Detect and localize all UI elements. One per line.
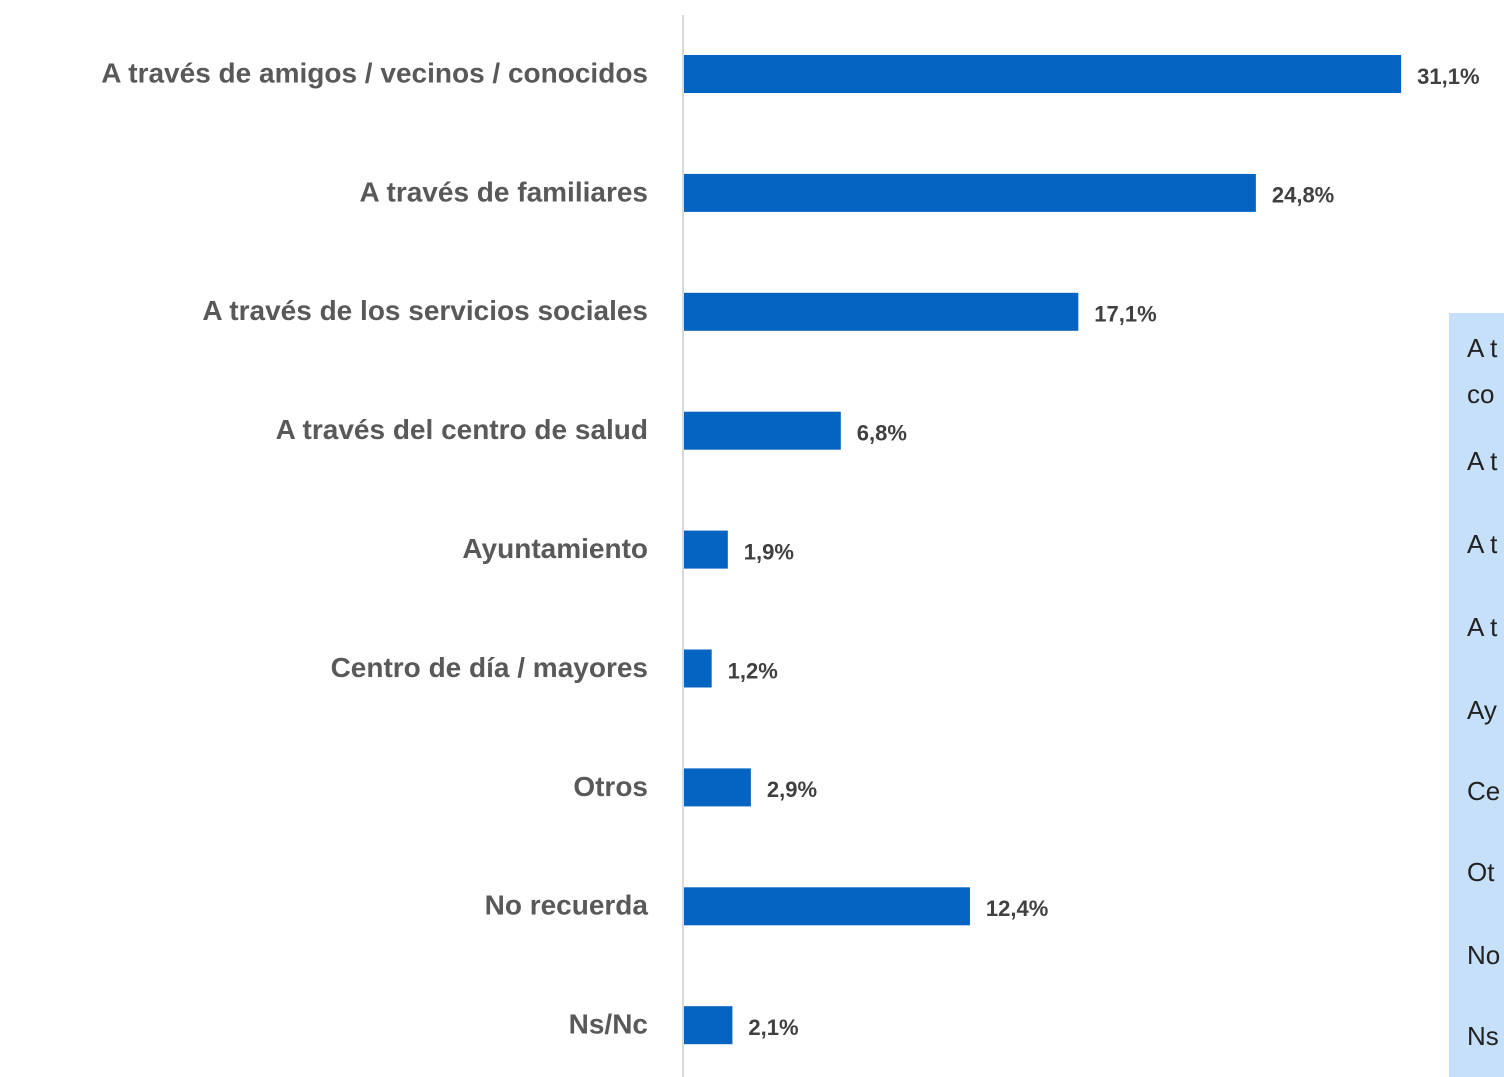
value-label: 1,2% [728, 658, 778, 683]
category-label: Ayuntamiento [462, 533, 648, 564]
category-label: A través del centro de salud [276, 414, 648, 445]
panel-text: Ot [1467, 857, 1495, 887]
value-label: 24,8% [1272, 183, 1334, 208]
bar [684, 411, 841, 450]
panel-text: A t [1467, 333, 1498, 363]
bar [684, 649, 712, 688]
panel-text: A t [1467, 446, 1498, 476]
category-label: A través de amigos / vecinos / conocidos [101, 57, 648, 88]
panel [1449, 313, 1504, 1077]
bar [684, 292, 1079, 331]
panel-text: Ce [1467, 776, 1500, 806]
value-label: 2,9% [767, 777, 817, 802]
panel-text: A t [1467, 529, 1498, 559]
category-label: A través de los servicios sociales [202, 295, 648, 326]
panel-text: Ns [1467, 1021, 1499, 1051]
panel-text: co [1467, 379, 1494, 409]
panel-text: No [1467, 940, 1500, 970]
value-label: 31,1% [1417, 64, 1479, 89]
value-label: 1,9% [744, 539, 794, 564]
bar [684, 887, 970, 926]
category-label: Ns/Nc [569, 1009, 648, 1040]
bar [684, 173, 1256, 212]
value-label: 17,1% [1094, 302, 1156, 327]
bar [684, 530, 728, 569]
category-label: Centro de día / mayores [331, 652, 648, 683]
panel-text: A t [1467, 612, 1498, 642]
category-label: No recuerda [485, 890, 649, 921]
bar [684, 768, 751, 807]
value-label: 12,4% [986, 896, 1048, 921]
panel-text: Ay [1467, 695, 1497, 725]
bar [684, 1006, 733, 1045]
category-label: Otros [573, 771, 648, 802]
category-label: A través de familiares [360, 176, 648, 207]
value-label: 6,8% [857, 421, 907, 446]
bar [684, 55, 1402, 93]
value-label: 2,1% [748, 1015, 798, 1040]
